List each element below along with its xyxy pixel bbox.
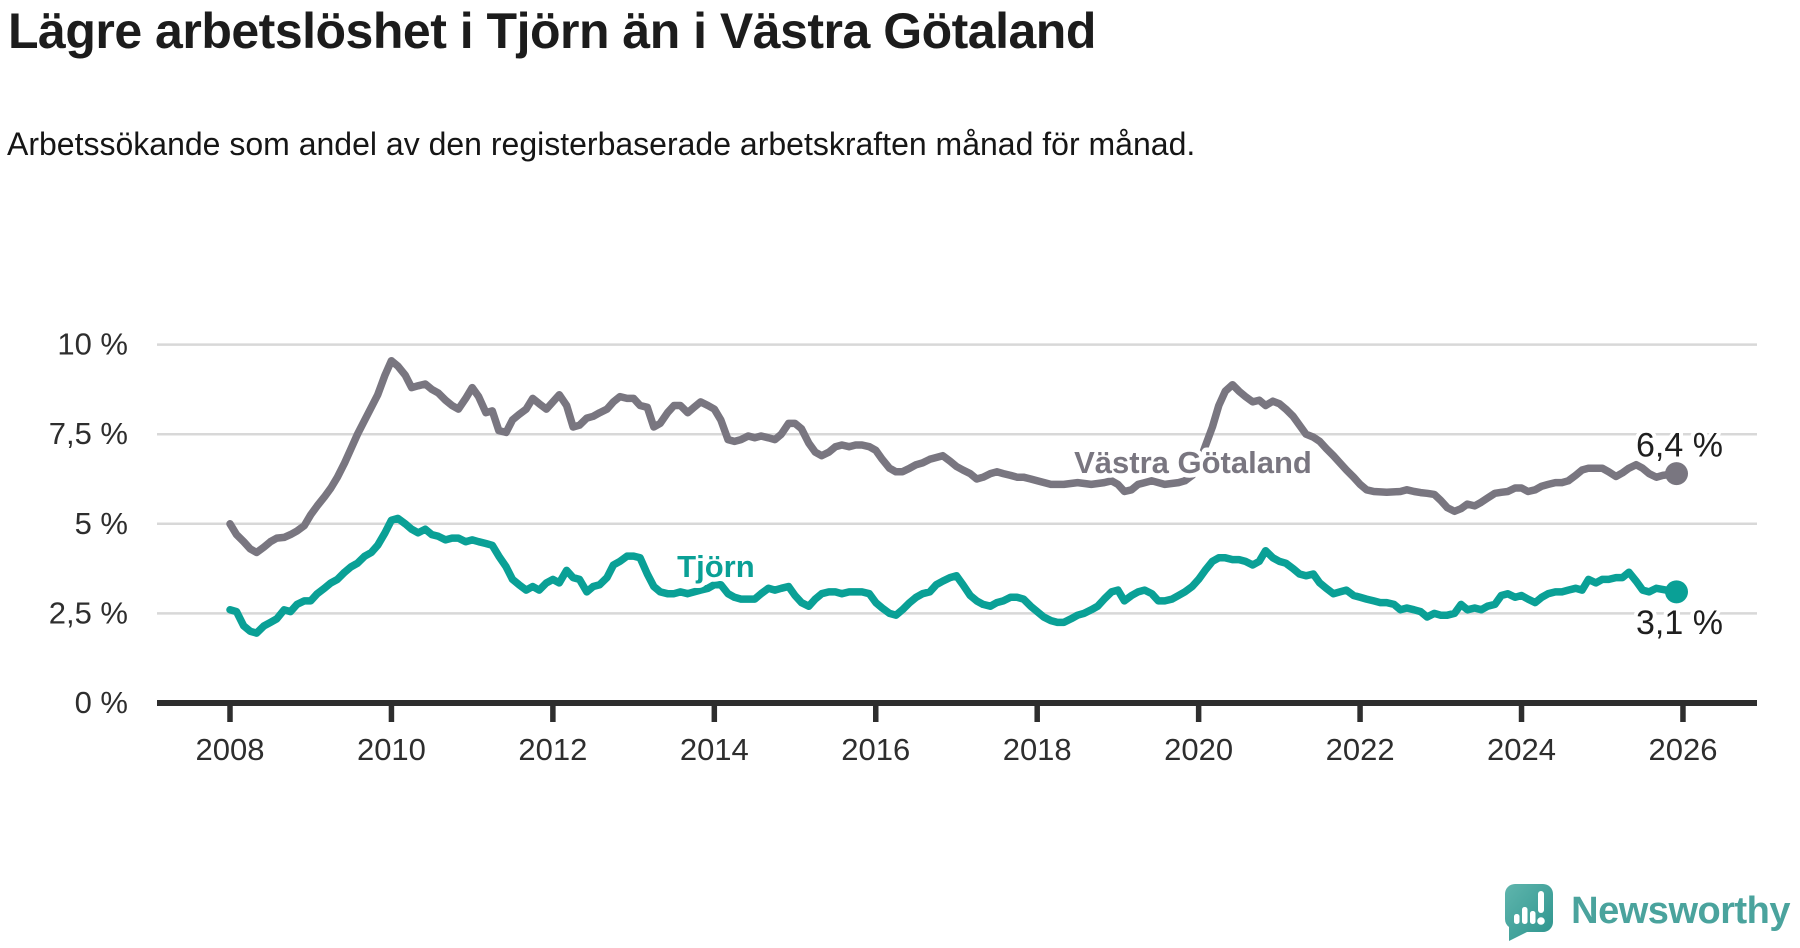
y-axis-tick-label: 10 % (57, 327, 128, 362)
x-axis-tick-label: 2008 (196, 732, 265, 767)
x-axis-tick-label: 2014 (680, 732, 749, 767)
series-end-value-label: 3,1 % (1636, 604, 1723, 642)
series-label-tj-rn: Tjörn (677, 549, 755, 584)
series-line-tj-rn (226, 514, 1681, 637)
series-end-value-label: 6,4 % (1636, 427, 1723, 465)
x-axis-tick-label: 2010 (357, 732, 426, 767)
newsworthy-logo-text: Newsworthy (1571, 889, 1790, 932)
y-axis-tick-label: 7,5 % (49, 416, 128, 451)
y-axis-tick-label: 2,5 % (49, 595, 128, 630)
series-line-v-stra-g-taland (226, 356, 1681, 557)
x-axis-tick-label: 2026 (1648, 732, 1717, 767)
series-end-dot-v-stra-g-taland (1665, 462, 1689, 486)
series-end-dot-tj-rn (1665, 580, 1689, 604)
newsworthy-logo: Newsworthy (1501, 880, 1790, 942)
y-axis-tick-label: 5 % (75, 506, 128, 541)
x-axis-tick-label: 2022 (1326, 732, 1395, 767)
x-axis-tick-label: 2020 (1164, 732, 1233, 767)
x-axis-tick-label: 2012 (518, 732, 587, 767)
x-axis-tick-label: 2018 (1003, 732, 1072, 767)
series-label-v-stra-g-taland: Västra Götaland (1074, 445, 1312, 480)
x-axis-tick-label: 2016 (841, 732, 910, 767)
newsworthy-logo-icon (1505, 884, 1554, 941)
x-axis-tick-label: 2024 (1487, 732, 1556, 767)
chart-title: Lägre arbetslöshet i Tjörn än i Västra G… (8, 3, 1096, 59)
y-axis-tick-label: 0 % (75, 685, 128, 720)
chart-subtitle: Arbetssökande som andel av den registerb… (7, 126, 1196, 162)
